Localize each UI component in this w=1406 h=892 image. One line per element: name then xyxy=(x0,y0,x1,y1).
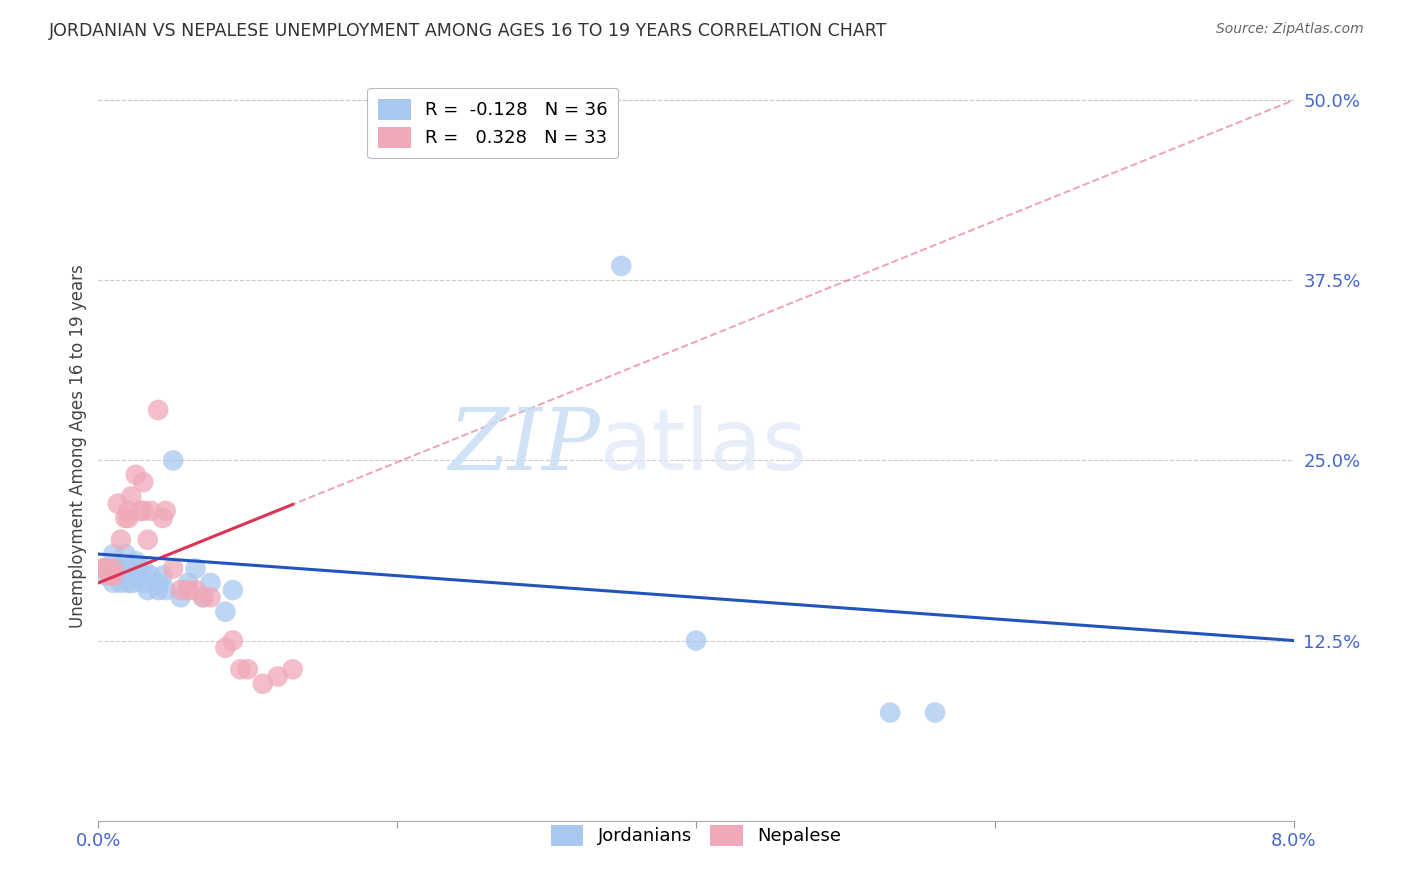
Point xyxy=(98,561,122,575)
Point xyxy=(162,561,184,575)
Point xyxy=(110,533,132,547)
Point xyxy=(125,554,148,568)
Point xyxy=(155,504,177,518)
Point xyxy=(103,575,125,590)
Point xyxy=(155,583,177,598)
Text: atlas: atlas xyxy=(600,404,808,488)
Point xyxy=(110,575,132,590)
Point xyxy=(103,547,125,561)
Point xyxy=(281,662,304,676)
Point xyxy=(98,568,122,582)
Point xyxy=(214,640,236,655)
Point xyxy=(139,568,162,582)
Point xyxy=(879,706,901,720)
Point xyxy=(191,591,214,605)
Point xyxy=(117,575,139,590)
Point xyxy=(132,561,155,575)
Point xyxy=(107,561,129,575)
Point xyxy=(132,475,155,489)
Point xyxy=(117,568,139,582)
Point xyxy=(103,568,125,582)
Point xyxy=(610,259,633,273)
Point xyxy=(200,575,222,590)
Point xyxy=(136,533,159,547)
Point xyxy=(91,561,114,575)
Point xyxy=(117,511,139,525)
Point xyxy=(184,561,207,575)
Text: ZIP: ZIP xyxy=(449,405,600,487)
Point xyxy=(139,504,162,518)
Point xyxy=(148,403,170,417)
Point xyxy=(685,633,707,648)
Point xyxy=(114,511,136,525)
Point xyxy=(191,591,214,605)
Point xyxy=(129,504,152,518)
Point xyxy=(222,633,245,648)
Point xyxy=(222,583,245,598)
Point xyxy=(148,583,170,598)
Point xyxy=(103,561,125,575)
Point xyxy=(200,591,222,605)
Text: Source: ZipAtlas.com: Source: ZipAtlas.com xyxy=(1216,22,1364,37)
Point xyxy=(152,568,174,582)
Point xyxy=(136,583,159,598)
Text: JORDANIAN VS NEPALESE UNEMPLOYMENT AMONG AGES 16 TO 19 YEARS CORRELATION CHART: JORDANIAN VS NEPALESE UNEMPLOYMENT AMONG… xyxy=(49,22,887,40)
Point xyxy=(169,591,191,605)
Point xyxy=(129,568,152,582)
Point xyxy=(214,605,236,619)
Y-axis label: Unemployment Among Ages 16 to 19 years: Unemployment Among Ages 16 to 19 years xyxy=(69,264,87,628)
Point xyxy=(120,561,142,575)
Point xyxy=(125,467,148,482)
Point xyxy=(94,561,117,575)
Point xyxy=(152,511,174,525)
Point xyxy=(94,568,117,582)
Point xyxy=(924,706,946,720)
Point xyxy=(148,575,170,590)
Point xyxy=(121,575,143,590)
Point xyxy=(177,575,200,590)
Point xyxy=(114,547,136,561)
Point xyxy=(177,583,200,598)
Point xyxy=(127,561,149,575)
Point xyxy=(267,669,290,683)
Point xyxy=(169,583,191,598)
Point xyxy=(132,504,155,518)
Point xyxy=(117,504,139,518)
Point xyxy=(132,575,155,590)
Legend: Jordanians, Nepalese: Jordanians, Nepalese xyxy=(544,818,848,853)
Point xyxy=(236,662,259,676)
Point xyxy=(120,490,142,504)
Point xyxy=(91,561,114,575)
Point xyxy=(111,561,134,575)
Point xyxy=(184,583,207,598)
Point xyxy=(162,453,184,467)
Point xyxy=(252,677,274,691)
Point xyxy=(107,497,129,511)
Point xyxy=(229,662,252,676)
